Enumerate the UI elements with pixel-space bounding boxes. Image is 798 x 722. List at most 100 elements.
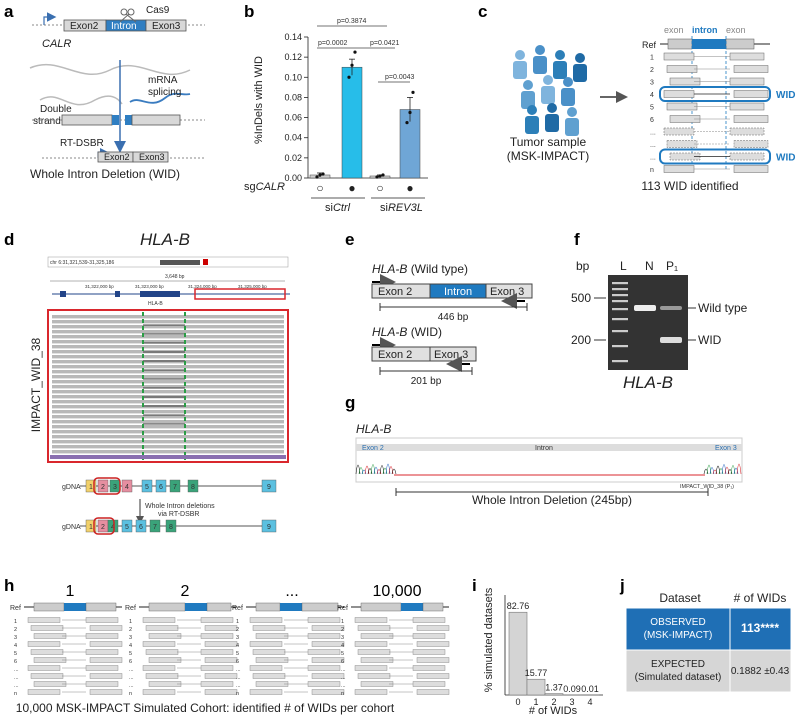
d-exon-bottom-label: 8 [169,524,173,531]
h-read-left [255,657,289,663]
g-gene: HLA-B [356,422,391,436]
cas9-label: Cas9 [146,5,170,16]
f-size-200: 200 [571,333,591,347]
g-peak [733,467,739,475]
h-ref-intron [64,603,86,611]
person-body [525,116,539,134]
h-row-label: 4 [129,643,132,649]
i-bar-label: 0.01 [581,684,599,694]
b-point [378,174,382,178]
d-title: HLA-B [140,230,190,249]
d-exon-bottom-label: 7 [153,524,157,531]
b-category-label: ○ [376,181,383,195]
h-read-left [357,673,391,679]
d-exon-bottom [165,519,177,533]
h-cohorts: 1 Ref 1 2 3 4 5 6......... n 2 Ref 1 2 3 4 5 6......... n… [10,583,450,697]
e-wt-gene: HLA-B [372,262,407,276]
panel-label-h: h [4,576,14,595]
b-ytick-label: 0.10 [284,72,302,82]
b-point [318,173,322,177]
h-read-left [27,617,61,623]
g-exon3: Exon 3 [715,445,737,452]
h-cohort-title: ... [285,583,298,600]
h-read-left [360,657,394,663]
h-read-right [412,665,446,671]
e-wt-exon2: Exon 2 [378,286,412,298]
d-exon-top [85,479,97,493]
h-row-label: 5 [129,651,132,657]
person-head [523,80,533,90]
e-wt-intron: Intron [444,286,472,298]
g-sample: IMPACT_WID_38 (P₁) [680,484,734,490]
d-junction-lines [143,324,185,425]
sig-p1: p=0.3874 [337,18,366,25]
b-ytick-label: 0.00 [284,173,302,183]
person-body [521,91,535,109]
h-read-right [200,633,234,639]
g-peak [736,463,742,475]
d-exon-top [169,479,181,493]
people-icon [513,45,587,136]
ladder-band [612,318,628,321]
band-n-wt [634,305,656,311]
c-wid-highlight [659,86,771,102]
b-ytick-label: 0.08 [284,92,302,102]
person-head [515,50,525,60]
mrna-label-2: splicing [148,87,181,98]
h-row-label: ... [236,675,241,681]
d-exon-top [261,479,277,493]
b-point [353,50,357,54]
i-bar [508,611,528,696]
g-peaks [355,463,742,475]
gdna-label-top: gDNA [62,484,81,491]
intron-label: Intron [111,21,137,32]
d-exon-top [97,479,109,493]
ladder-band [612,360,628,363]
d-locus: chr 6:31,321,539-31,325,186 [50,260,114,266]
h-read-left [354,665,388,671]
b-point [321,172,325,176]
h-ref-exon [148,602,186,612]
g-peak [718,468,724,475]
h-read-left [252,673,286,679]
d-exon-bottom-label: 5 [125,524,129,531]
h-read-right [412,633,446,639]
h-ref-intron [280,603,302,611]
h-read-right [311,689,345,695]
sig-p4: p=0.0043 [385,74,414,81]
e-wid-size: 201 bp [411,376,442,387]
j-expected-row [625,649,792,693]
h-ref-intron [185,603,207,611]
tumor-sample-line1: Tumor sample [510,135,587,149]
d-arrow-text-2: via RT-DSBR [158,511,200,518]
h-row-label: ... [14,675,19,681]
j-expected-label-1: EXPECTED [651,659,705,670]
d-exon-bottom [121,519,133,533]
h-row-label: 1 [341,619,344,625]
h-read-left [27,689,61,695]
person-body [541,86,555,104]
b-bar [341,66,363,179]
panel-label-i: i [472,576,477,595]
panel-label-d: d [4,230,14,249]
mrna-label-1: mRNA [148,75,178,86]
h-read-left [142,641,176,647]
exon3-box [145,19,187,32]
i-xtick-label: 4 [587,697,592,707]
caption-a: Whole Intron Deletion (WID) [30,167,180,181]
h-read-left [142,665,176,671]
svg-text:sgCALR: sgCALR [244,181,285,193]
d-exon-bottom [261,519,277,533]
ladder-band [612,330,628,333]
h-read-right [85,665,119,671]
c-read-right [733,140,769,148]
h-read-right [89,625,123,631]
h-cohort-title: 10,000 [373,583,422,600]
d-tick-4: 31,325,000 bp [238,284,267,289]
h-row-label: 2 [129,627,132,633]
d-exon-top-label: 2 [101,484,105,491]
c-wid-label: WID [776,90,795,101]
sg-prefix: sg [244,181,256,193]
h-read-right [311,625,345,631]
h-row-label: 3 [14,635,17,641]
